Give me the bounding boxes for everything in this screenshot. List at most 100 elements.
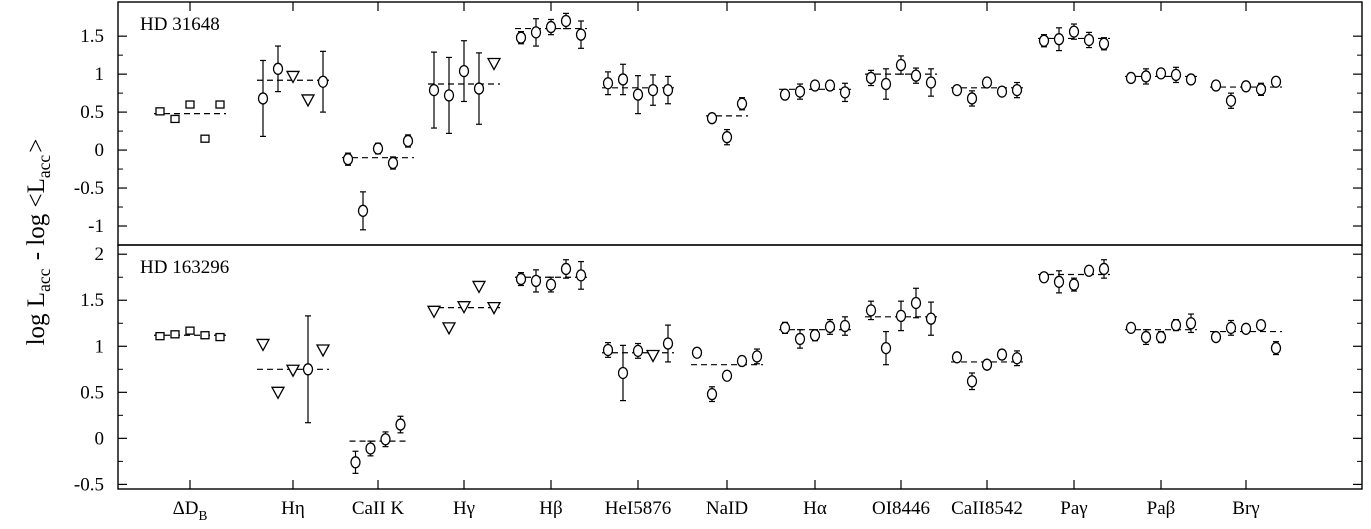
- data-point-circle: [530, 274, 542, 288]
- x-tick-label: CaII8542: [951, 498, 1023, 519]
- data-point-circle: [530, 26, 542, 39]
- data-point-circle: [357, 204, 369, 217]
- data-point-circle: [602, 77, 614, 90]
- x-tick-label: Hα: [803, 498, 827, 519]
- data-point-circle: [1140, 70, 1152, 83]
- data-point-square: [170, 114, 180, 124]
- x-tick-label: ΔDB: [173, 498, 208, 523]
- data-point-circle: [1011, 83, 1023, 97]
- group-8: [865, 287, 937, 366]
- data-point-circle: [779, 321, 791, 335]
- data-point-circle: [691, 346, 703, 359]
- data-point-upper-limit: [300, 94, 316, 108]
- data-point-square: [200, 134, 210, 143]
- group-12: [1210, 318, 1282, 356]
- data-point-circle: [575, 269, 587, 282]
- group-6: [706, 97, 748, 146]
- data-point-circle: [272, 62, 284, 75]
- data-point-circle: [257, 92, 269, 105]
- data-point-circle: [402, 134, 414, 148]
- data-point-square: [185, 100, 195, 109]
- group-10: [1038, 259, 1110, 294]
- group-5: [602, 63, 674, 115]
- data-point-circle: [632, 344, 644, 358]
- data-point-upper-limit: [441, 322, 457, 336]
- data-point-circle: [1210, 79, 1222, 92]
- x-tick-label: HeI5876: [605, 498, 671, 519]
- data-point-circle: [545, 20, 557, 34]
- data-point-circle: [736, 354, 748, 368]
- group-1: [257, 45, 329, 138]
- y-axis-label: log Lacc - log <Lacc >: [23, 139, 54, 346]
- data-point-circle: [925, 76, 937, 89]
- group-4: [515, 259, 587, 293]
- data-point-upper-limit: [645, 349, 661, 363]
- y-tick-label: -0.5: [74, 178, 104, 199]
- data-point-circle: [372, 142, 384, 155]
- data-point-circle: [317, 75, 329, 88]
- y-tick-label: 1.5: [80, 26, 104, 47]
- data-point-circle: [342, 153, 354, 166]
- data-point-circle: [839, 86, 851, 99]
- data-point-circle: [647, 83, 659, 97]
- panels-layer: -1 -0.5 0 0.5 1 1.5 HD 31648 -0.5 0 0.5 1 1.5 2 HD 16…: [74, 1, 1363, 495]
- data-point-circle: [1210, 330, 1222, 344]
- y-tick-label: 0.5: [80, 102, 104, 123]
- data-point-circle: [1083, 33, 1095, 47]
- data-point-circle: [736, 97, 748, 110]
- y-tick-label: 0: [95, 428, 105, 449]
- data-point-circle: [1038, 271, 1050, 284]
- x-tick-label: Hγ: [453, 498, 475, 519]
- x-tick-label: Paβ: [1147, 498, 1176, 519]
- group-4: [515, 12, 587, 49]
- data-point-circle: [560, 14, 572, 28]
- group-5: [602, 324, 674, 402]
- data-point-circle: [1068, 278, 1080, 291]
- data-point-square: [170, 330, 180, 339]
- data-point-circle: [996, 85, 1008, 98]
- data-point-circle: [910, 69, 922, 82]
- group-6: [691, 346, 763, 403]
- x-tick-label: OI8446: [872, 498, 930, 519]
- group-8: [865, 55, 937, 100]
- data-point-circle: [824, 320, 836, 334]
- data-point-upper-limit: [486, 57, 502, 71]
- data-point-circle: [1255, 318, 1267, 332]
- data-point-circle: [395, 418, 406, 431]
- data-point-circle: [1240, 80, 1252, 93]
- data-point-circle: [1053, 275, 1065, 288]
- data-point-circle: [1255, 83, 1267, 96]
- data-point-circle: [865, 304, 877, 317]
- group-11: [1125, 313, 1197, 346]
- data-point-circle: [721, 369, 733, 382]
- y-tick-label: 1: [95, 336, 105, 357]
- group-0: [154, 100, 226, 143]
- data-point-circle: [1170, 318, 1182, 332]
- data-point-square: [215, 100, 225, 109]
- data-point-circle: [365, 442, 376, 455]
- y-tick-label: 1: [95, 64, 105, 85]
- data-point-circle: [515, 31, 527, 44]
- x-tick-label: Hη: [281, 498, 305, 519]
- data-point-circle: [839, 319, 851, 333]
- data-point-circle: [706, 388, 718, 401]
- y-tick-label: 2: [95, 244, 105, 265]
- data-point-circle: [1125, 71, 1137, 85]
- data-point-circle: [515, 272, 527, 286]
- group-9: [951, 76, 1023, 107]
- data-point-circle: [1155, 330, 1167, 344]
- y-tick-label: 0.5: [80, 382, 104, 403]
- data-point-circle: [617, 366, 629, 380]
- data-point-circle: [1098, 262, 1110, 276]
- data-point-circle: [602, 343, 614, 357]
- x-axis: ΔDB Hη CaII K Hγ Hβ HeI5876 NaID Hα OI8446 CaII85…: [173, 2, 1260, 523]
- data-point-circle: [1185, 317, 1197, 330]
- panel-frame: [117, 1, 1363, 246]
- panel-label: HD 163296: [140, 257, 229, 278]
- data-point-circle: [809, 329, 821, 342]
- x-tick-label: Hβ: [539, 498, 562, 519]
- data-point-circle: [1270, 75, 1282, 88]
- data-point-circle: [865, 71, 877, 85]
- data-point-upper-limit: [255, 338, 271, 352]
